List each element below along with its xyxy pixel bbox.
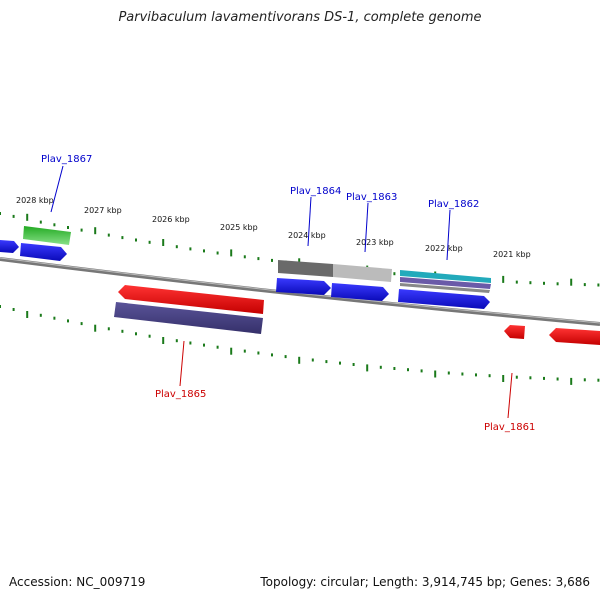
scale-label-2026: 2026 kbp — [152, 215, 190, 224]
gene-plav-1867-green-feature[interactable] — [23, 226, 71, 245]
map-title: Parvibaculum lavamentivorans DS-1, compl… — [118, 10, 482, 25]
gene-plav-1865-purple-feature[interactable] — [114, 302, 263, 334]
gene-label-plav-1862[interactable]: Plav_1862 — [428, 199, 479, 210]
callout-line-plav-1863 — [364, 202, 369, 253]
genome-backbone — [0, 257, 600, 326]
scale-label-2028: 2028 kbp — [16, 196, 54, 205]
gene-label-plav-1861[interactable]: Plav_1861 — [484, 422, 535, 433]
gene-label-plav-1867[interactable]: Plav_1867 — [41, 154, 92, 165]
genome-summary-text: Topology: circular; Length: 3,914,745 bp… — [260, 575, 590, 589]
gene-plav-1860-feature[interactable] — [549, 328, 600, 345]
gene-plav-1862-purple-feature[interactable] — [400, 277, 491, 289]
gene-label-plav-1864[interactable]: Plav_1864 — [290, 186, 341, 197]
gene-plav-1865-feature[interactable] — [118, 285, 264, 314]
callout-line-plav-1865 — [179, 340, 185, 387]
gene-plav-1867-feature[interactable] — [20, 243, 67, 261]
gene-plav-1863-gray-feature[interactable] — [333, 264, 392, 282]
scale-label-2024: 2024 kbp — [288, 231, 326, 240]
gene-plav-1861-feature[interactable] — [504, 325, 525, 339]
scale-label-2027: 2027 kbp — [84, 206, 122, 215]
scale-label-2025: 2025 kbp — [220, 223, 258, 232]
gene-plav-1864-feature[interactable] — [276, 278, 331, 295]
reverse-scale-ticks — [0, 305, 600, 385]
callout-line-plav-1861 — [507, 372, 513, 419]
callout-line-plav-1862 — [446, 209, 451, 261]
callout-line-plav-1867 — [50, 165, 64, 213]
scale-label-2021: 2021 kbp — [493, 250, 531, 259]
callout-line-plav-1864 — [307, 196, 312, 247]
gene-plav-1868-feature[interactable] — [0, 240, 19, 253]
gene-plav-1862-cyan-feature[interactable] — [400, 270, 491, 283]
gene-label-plav-1863[interactable]: Plav_1863 — [346, 192, 397, 203]
gene-label-plav-1865[interactable]: Plav_1865 — [155, 389, 206, 400]
gene-plav-1862-feature[interactable] — [398, 289, 490, 309]
gene-plav-1862-gray-feature[interactable] — [400, 283, 490, 293]
scale-label-2023: 2023 kbp — [356, 238, 394, 247]
accession-text: Accession: NC_009719 — [9, 575, 146, 589]
scale-label-2022: 2022 kbp — [425, 244, 463, 253]
gene-plav-1863-feature[interactable] — [331, 283, 389, 301]
gene-plav-1864-gray-feature[interactable] — [278, 260, 333, 277]
